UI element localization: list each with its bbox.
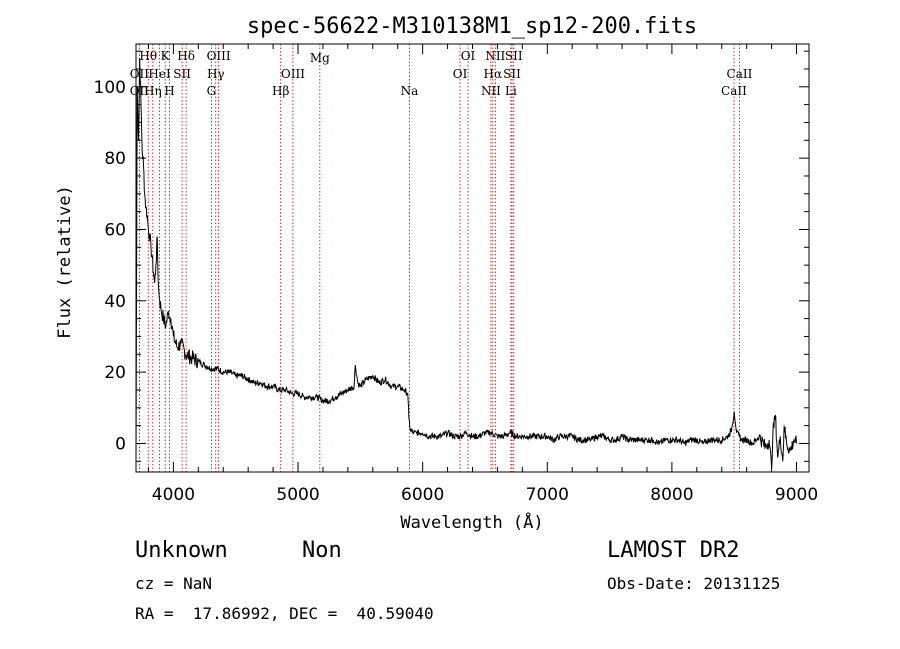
x-tick-label: 5000: [276, 485, 319, 505]
spectral-line-label: OIII: [281, 67, 305, 81]
survey-name: LAMOST DR2: [607, 538, 740, 563]
spectral-line-label: SII: [505, 49, 523, 63]
spectral-line-label: OIII: [207, 49, 231, 63]
redshift-cz: cz = NaN: [135, 574, 213, 593]
plot-frame: [135, 43, 810, 473]
x-tick-label: 9000: [775, 485, 818, 505]
spectral-line-label: K: [161, 49, 171, 63]
spectral-line-label: H: [164, 84, 174, 98]
y-tick-label: 80: [104, 149, 126, 169]
y-tick-label: 0: [115, 434, 126, 454]
x-axis-ticks: 4000 5000 6000 7000 8000 9000: [147, 44, 818, 505]
spectral-line-label: Li: [505, 84, 517, 98]
chart-title: spec-56622-M310138M1_sp12-200.fits: [247, 14, 697, 39]
x-tick-label: 8000: [650, 485, 693, 505]
x-tick-label: 4000: [152, 485, 195, 505]
spectral-line-label: HeI: [148, 67, 171, 81]
spectral-line-label: G: [207, 84, 217, 98]
spectral-line-label: CaII: [721, 84, 747, 98]
spectral-line-label: Hθ: [139, 49, 157, 63]
spectral-line-label: SII: [173, 67, 191, 81]
y-tick-label: 20: [104, 363, 126, 383]
observation-date: Obs-Date: 20131125: [607, 574, 781, 593]
y-tick-label: 60: [104, 220, 126, 240]
object-class: Unknown: [135, 538, 228, 563]
y-axis-ticks: 0 20 40 60 80 100: [94, 50, 809, 462]
x-axis-label: Wavelength (Å): [400, 511, 543, 533]
spectral-line-label: CaII: [727, 67, 753, 81]
spectral-line-label: OI: [461, 49, 476, 63]
x-tick-label: 6000: [401, 485, 444, 505]
spectral-line-label: Hβ: [272, 84, 289, 98]
spectrum-series: [135, 58, 797, 469]
object-subclass: Non: [302, 538, 342, 563]
spectral-line-label: SII: [503, 67, 521, 81]
spectral-line-label: Mg: [310, 51, 330, 65]
spectral-line-label: NII: [481, 84, 501, 98]
spectrum-line: [135, 58, 797, 469]
spectral-line-label: Hδ: [177, 49, 195, 63]
y-tick-label: 40: [104, 292, 126, 312]
coordinates: RA = 17.86992, DEC = 40.59040: [135, 604, 434, 623]
spectral-line-label: Na: [401, 84, 419, 98]
y-axis-label: Flux (relative): [55, 185, 75, 339]
spectral-line-label: Hη: [144, 84, 162, 98]
y-tick-label: 100: [94, 78, 126, 98]
spectral-line-label: Hγ: [207, 67, 225, 81]
spectral-line-label: OI: [453, 67, 468, 81]
spectral-line-label: Hα: [484, 67, 503, 81]
spectral-line-label: NII: [485, 49, 505, 63]
x-tick-label: 7000: [526, 485, 569, 505]
